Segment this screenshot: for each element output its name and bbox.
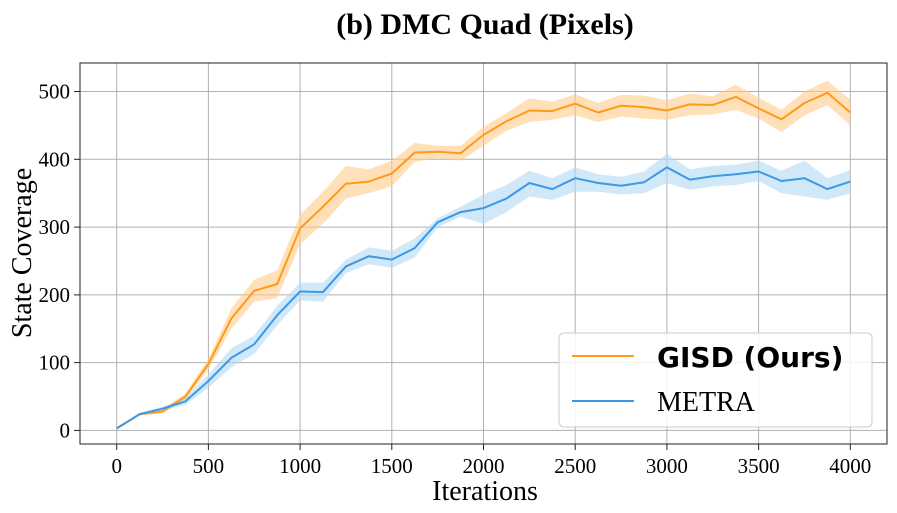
x-tick-label: 1000 [279,454,321,478]
x-tick-label: 0 [111,454,122,478]
y-tick-label: 300 [39,215,71,239]
legend-label-gisd: GISD (Ours) [657,341,843,374]
grid [80,63,887,444]
legend-label-metra: METRA [657,387,756,418]
y-tick-label: 500 [39,80,71,104]
x-tick-label: 2500 [554,454,596,478]
axis-ticks: 0 500 1000 1500 2000 2500 3000 3500 4000 0 100 200 3… [39,80,872,479]
x-tick-label: 3500 [738,454,780,478]
line-metra [116,166,851,430]
x-axis-label: Iterations [432,476,538,507]
x-tick-label: 4000 [829,454,871,478]
y-tick-label: 100 [39,351,71,375]
x-tick-label: 2000 [463,454,505,478]
y-tick-label: 200 [39,283,71,307]
y-axis-label: State Coverage [7,168,38,338]
legend-box [558,332,873,428]
x-tick-label: 1500 [371,454,413,478]
x-tick-label: 500 [193,454,225,478]
y-tick-label: 0 [60,418,71,442]
legend: GISD (Ours) METRA [558,332,873,428]
series-lines [116,91,851,430]
chart-title: (b) DMC Quad (Pixels) [336,8,633,41]
x-tick-label: 3000 [646,454,688,478]
y-tick-label: 400 [39,147,71,171]
line-gisd [116,91,851,430]
